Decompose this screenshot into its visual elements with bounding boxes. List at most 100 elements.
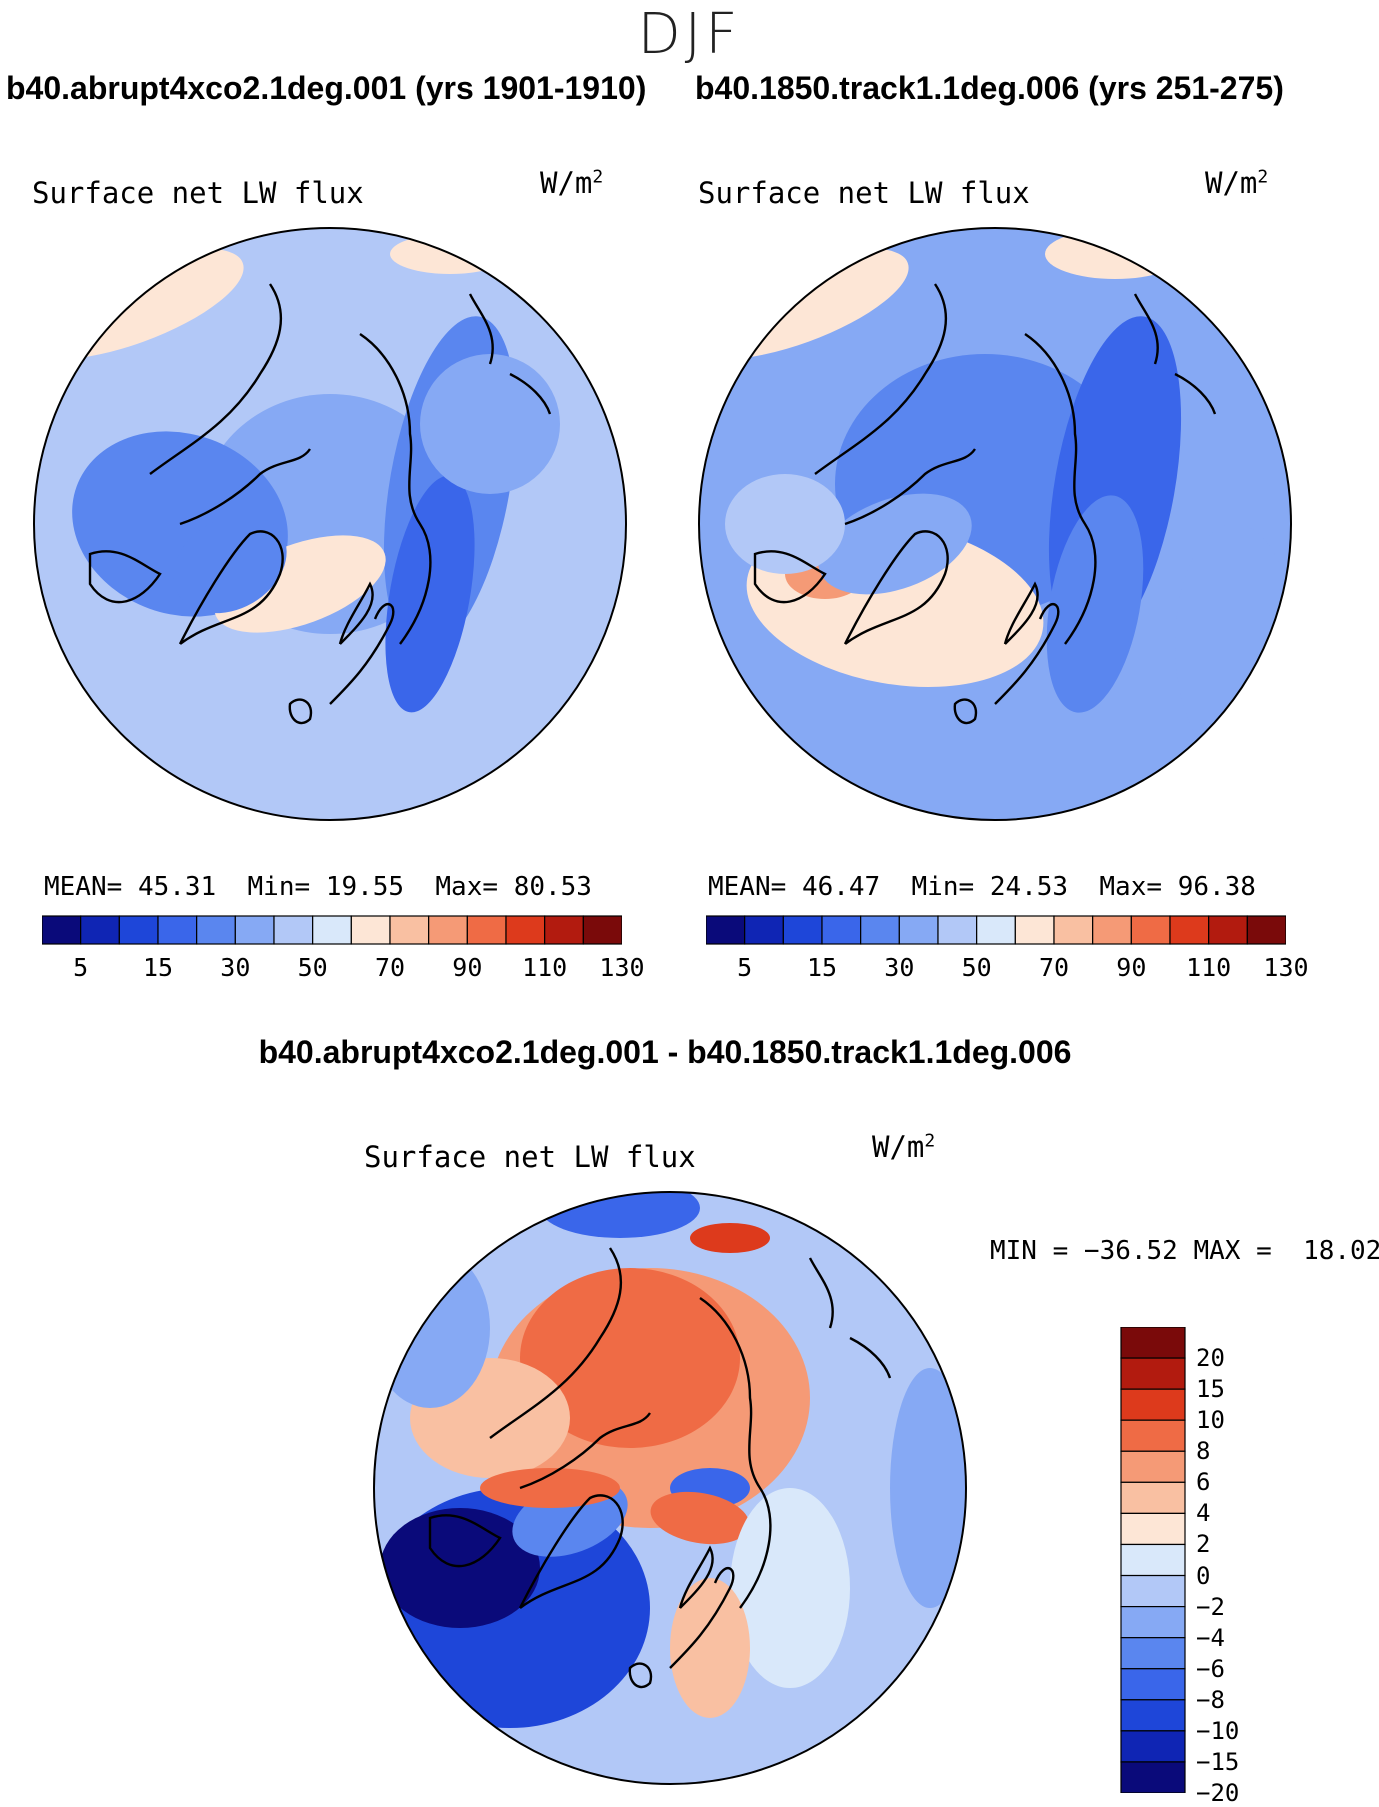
panel1-units: W/m2 [540,166,604,200]
panel2-coastline [843,530,949,645]
panel2-colorbar-tick: 110 [1186,953,1232,982]
panel2-min-value: 24.53 [989,872,1069,902]
panel1-field-region [385,475,475,713]
diff-colorbar-tick: −6 [1196,1654,1225,1683]
panel1-coastline [338,581,374,645]
panel2-colorbar-swatch [1169,915,1210,945]
panel1-coastline [359,333,432,645]
diff-polar-map [373,1191,967,1785]
diff-field-region [730,1488,850,1688]
panel1-coastline [509,372,552,415]
diff-coastline [669,1567,735,1669]
panel2-colorbar-swatch [860,915,900,945]
panel1-colorbar-tick: 70 [374,953,406,982]
diff-colorbar-swatch [1120,1543,1186,1577]
panel2-max-label: Max= [1099,872,1163,902]
panel1-stats: MEAN= 45.31 Min= 19.55 Max= 80.53 [44,872,592,902]
diff-colorbar-tick: 20 [1196,1344,1225,1373]
panel1-colorbar-swatch [582,915,622,945]
panel2-colorbar-swatch [898,915,939,945]
panel1-colorbar-tick: 30 [220,953,251,982]
panel1-colorbar-swatch [196,915,236,945]
panel2-colorbar-tick: 70 [1038,953,1070,982]
panel2-colorbar-tick: 50 [961,953,992,982]
panel1-max-value: 80.53 [513,872,592,902]
panel1-colorbar-swatch [273,915,314,945]
season-title: DJF [637,2,742,67]
panel1-colorbar-tick: 15 [142,953,174,982]
panel1-colorbar-swatch [118,915,159,945]
panel2-colorbar-ticks: 5 15 30 50 70 90 110 130 [706,953,1308,983]
panel1-title: b40.abrupt4xco2.1deg.001 (yrs 1901-1910) [6,70,647,106]
panel2-mean-label: MEAN= [708,872,787,902]
diff-field-region [650,1491,750,1545]
panel1-colorbar-swatch [466,915,507,945]
diff-colorbar-swatch [1120,1699,1186,1732]
panel1-field-region [173,514,287,614]
panel2-field-region [1046,495,1144,713]
panel2-colorbar-tick: 130 [1263,953,1309,982]
panel1-coastline [179,448,311,526]
diff-colorbar-tick: 10 [1196,1406,1225,1435]
panel2-colorbar-swatch [937,915,978,945]
panel2-polar-map [698,227,1292,821]
panel1-field-region [510,524,626,764]
panel1-mean-value: 45.31 [137,872,217,902]
diff-colorbar-tick: −15 [1196,1747,1240,1776]
diff-colorbar-tick: 6 [1196,1468,1211,1497]
panel1-coastline [468,293,494,365]
diff-colorbar-tick: 8 [1196,1437,1211,1466]
diff-colorbar-tick: 4 [1196,1499,1211,1528]
panel1-colorbar-ticks: 5 15 30 50 70 90 110 130 [42,953,644,983]
panel1-field-region [420,354,560,494]
panel2-coastline [1003,581,1039,645]
panel2-colorbar-swatch [1130,915,1171,945]
panel2-coastline [753,550,827,604]
panel2-colorbar-swatch [706,915,746,945]
panel1-map-border [33,227,627,821]
diff-coastline [518,1494,624,1609]
panel2-coastline [1174,372,1217,415]
diff-coastline [489,1247,623,1439]
diff-colorbar-swatch [1120,1419,1186,1452]
panel2-colorbar-tick: 90 [1116,953,1147,982]
panel2-units: W/m2 [1205,166,1269,200]
diff-colorbar-swatch [1120,1668,1186,1701]
diff-colorbar-tick: −4 [1196,1623,1225,1652]
panel1-coastline [288,698,313,725]
panel2-mean-value: 46.47 [801,872,881,902]
panel1-colorbar-swatch [350,915,391,945]
diff-colorbar-swatch [1120,1574,1186,1608]
diff-colorbar-tick: −8 [1196,1685,1225,1714]
panel2-field-region [725,474,845,574]
panel2-coastline [844,448,976,526]
panel2-coastline [1024,333,1097,645]
diff-field-region [520,1268,740,1448]
panel2-colorbar [706,915,1286,945]
panel2-variable-label: Surface net LW flux [698,176,1030,210]
panel1-colorbar-tick: 130 [599,953,645,982]
panel1-colorbar-swatch [312,915,352,945]
diff-field-region [374,1248,490,1408]
diff-coastline [849,1336,892,1379]
panel2-colorbar-swatch [782,915,823,945]
panel2-field-region [1175,524,1291,764]
panel2-map-border [698,227,1292,821]
diff-colorbar-swatch [1120,1730,1186,1763]
diff-colorbar-swatch [1120,1606,1186,1639]
diff-colorbar-swatch [1120,1637,1186,1670]
panel1-min-value: 19.55 [325,872,405,902]
diff-field-region [890,1368,966,1608]
panel2-colorbar-swatch [1014,915,1055,945]
panel1-coastline [88,550,162,604]
panel1-colorbar-swatch [42,915,82,945]
panel1-colorbar-swatch [544,915,584,945]
diff-units: W/m2 [872,1130,936,1164]
panel2-min-label: Min= [911,872,975,902]
panel2-coastline [953,698,978,725]
panel1-colorbar-swatch [428,915,468,945]
panel2-colorbar-swatch [1092,915,1132,945]
panel2-title: b40.1850.track1.1deg.006 (yrs 251-275) [695,70,1284,106]
panel2-coastline [1133,293,1159,365]
panel2-colorbar-tick: 15 [806,953,838,982]
